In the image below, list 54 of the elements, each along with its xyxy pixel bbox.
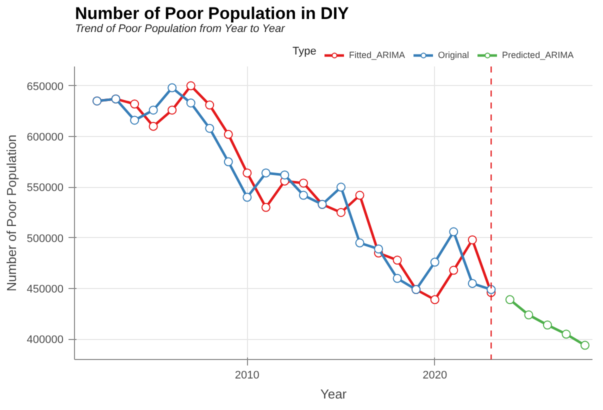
legend-label: Predicted_ARIMA (502, 49, 574, 61)
y-tick-label: 650000 (26, 80, 64, 93)
point (392, 256, 402, 265)
point (355, 190, 364, 200)
y-axis-title: Number of Poor Population (4, 134, 19, 292)
point (224, 157, 233, 166)
legend-label: Fitted_ARIMA (349, 49, 406, 61)
point (430, 258, 440, 267)
point (148, 106, 158, 115)
point (374, 244, 384, 254)
point (505, 295, 514, 304)
point (205, 100, 214, 110)
x-tick-label: 2010 (234, 370, 260, 382)
point (186, 81, 196, 90)
y-tick-label: 500000 (26, 232, 64, 245)
point (261, 202, 270, 212)
point (280, 170, 290, 180)
point (298, 178, 308, 188)
point (486, 285, 496, 294)
point (148, 122, 158, 131)
point (468, 278, 477, 288)
point (130, 116, 140, 125)
point (205, 124, 214, 133)
point (449, 266, 458, 275)
x-axis-title: Year (320, 386, 348, 402)
point (168, 106, 177, 115)
point (468, 235, 477, 244)
point (168, 83, 177, 92)
point (355, 238, 364, 248)
point (224, 130, 233, 139)
point (449, 227, 458, 236)
point (542, 320, 552, 330)
point (336, 182, 346, 192)
point (186, 98, 196, 108)
point (130, 100, 140, 109)
y-tick-label: 600000 (26, 131, 64, 144)
point (580, 340, 590, 350)
y-tick-label: 450000 (26, 284, 64, 296)
point (524, 310, 534, 320)
legend-label: Original (438, 49, 470, 61)
y-tick-label: 550000 (26, 182, 64, 194)
x-tick-label: 2020 (422, 370, 448, 382)
point (261, 168, 270, 178)
point (242, 192, 252, 202)
point (430, 295, 440, 304)
chart-subtitle: Trend of Poor Population from Year to Year (75, 22, 285, 37)
y-tick-label: 400000 (26, 334, 64, 346)
point (562, 330, 571, 339)
point (242, 168, 252, 178)
point (392, 274, 402, 283)
point (336, 208, 346, 217)
point (298, 190, 308, 200)
legend-title: Type (292, 46, 316, 58)
chart-title: Number of Poor Population in DIY (75, 3, 349, 24)
